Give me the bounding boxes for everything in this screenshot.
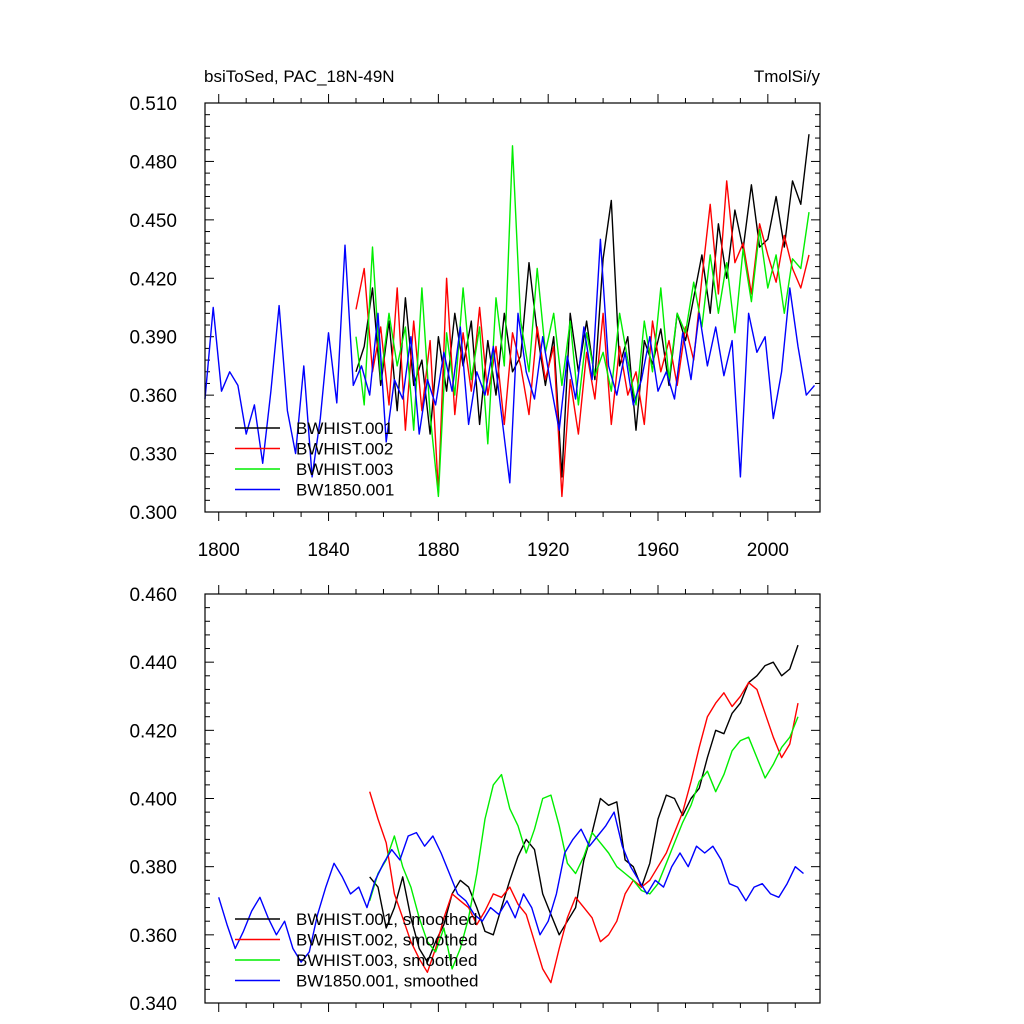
top-axis-ticks bbox=[205, 94, 820, 521]
top-series-line bbox=[355, 134, 810, 478]
bottom-series-line bbox=[218, 811, 804, 963]
top-legend-label: BWHIST.001 bbox=[296, 419, 393, 438]
top-legend-label: BWHIST.002 bbox=[296, 440, 393, 459]
bottom-y-tick-label: 0.400 bbox=[129, 790, 177, 811]
top-legend-label: BW1850.001 bbox=[296, 481, 394, 500]
bottom-series-line bbox=[369, 681, 799, 984]
top-chart-units: TmolSi/y bbox=[754, 67, 821, 86]
top-y-tick-label: 0.450 bbox=[129, 211, 177, 232]
top-series-line bbox=[204, 238, 816, 484]
top-chart: bsiToSed, PAC_18N-49N TmolSi/y 0.300 0.33… bbox=[129, 67, 821, 561]
top-y-tick-label: 0.330 bbox=[129, 445, 177, 466]
bottom-legend-label: BWHIST.003, smoothed bbox=[296, 951, 477, 970]
top-x-tick-label: 1880 bbox=[417, 540, 459, 561]
top-y-tick-label: 0.360 bbox=[129, 386, 177, 407]
bottom-legend-label: BW1850.001, smoothed bbox=[296, 972, 478, 991]
bottom-series-line bbox=[369, 716, 799, 970]
top-x-tick-label: 1920 bbox=[527, 540, 569, 561]
top-plot-frame bbox=[204, 102, 821, 513]
bottom-y-tick-label: 0.340 bbox=[129, 994, 177, 1015]
bottom-y-tick-label: 0.360 bbox=[129, 926, 177, 947]
top-series-lines bbox=[204, 134, 816, 498]
top-y-tick-label: 0.510 bbox=[129, 94, 177, 115]
top-y-tick-label: 0.300 bbox=[129, 503, 177, 524]
top-x-tick-label: 1840 bbox=[307, 540, 349, 561]
bottom-series-lines bbox=[218, 644, 804, 984]
top-y-tick-label: 0.420 bbox=[129, 269, 177, 290]
bottom-y-tick-label: 0.380 bbox=[129, 858, 177, 879]
top-x-tick-label: 2000 bbox=[747, 540, 789, 561]
bottom-plot-frame bbox=[204, 593, 821, 1004]
top-y-tick-label: 0.480 bbox=[129, 152, 177, 173]
bottom-y-tick-label: 0.460 bbox=[129, 585, 177, 606]
top-x-tick-label: 1800 bbox=[198, 540, 240, 561]
top-series-line bbox=[355, 180, 810, 498]
top-y-tick-label: 0.390 bbox=[129, 328, 177, 349]
bottom-legend-label: BWHIST.002, smoothed bbox=[296, 931, 477, 950]
bottom-y-tick-label: 0.440 bbox=[129, 653, 177, 674]
bottom-axis-ticks bbox=[205, 585, 820, 1012]
bottom-y-tick-label: 0.420 bbox=[129, 721, 177, 742]
top-x-tick-labels: 1800 1840 1880 1920 1960 2000 bbox=[198, 540, 789, 561]
top-x-tick-label: 1960 bbox=[637, 540, 679, 561]
top-legend-label: BWHIST.003 bbox=[296, 460, 393, 479]
bottom-y-tick-labels: 0.340 0.360 0.380 0.400 0.420 0.440 0.460 bbox=[129, 585, 177, 1015]
bottom-legend-label: BWHIST.001, smoothed bbox=[296, 910, 477, 929]
top-y-tick-labels: 0.300 0.330 0.360 0.390 0.420 0.450 0.480 0.510 bbox=[129, 94, 177, 524]
bottom-legend: BWHIST.001, smoothed BWHIST.002, smoothed… bbox=[235, 910, 478, 991]
bottom-chart: 0.340 0.360 0.380 0.400 0.420 0.440 0.460 BWHI… bbox=[129, 585, 821, 1015]
top-chart-title: bsiToSed, PAC_18N-49N bbox=[204, 67, 395, 86]
top-series-line bbox=[355, 145, 810, 498]
